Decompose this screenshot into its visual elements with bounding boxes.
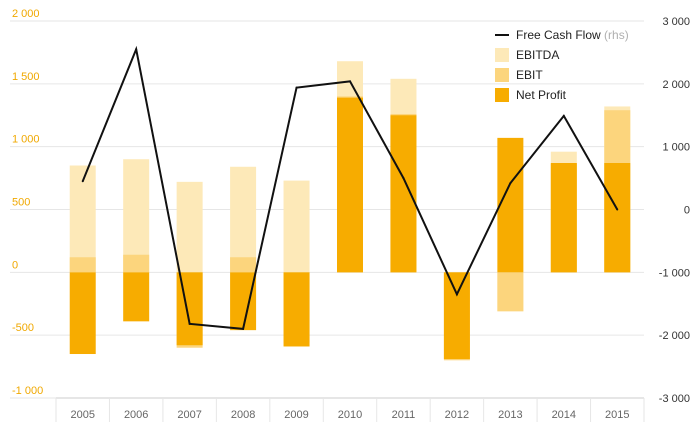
y-right-tick-label: 0 (684, 205, 690, 217)
bar-net-profit (176, 272, 203, 346)
y-left-tick-label: 1 000 (12, 134, 40, 146)
bar-net-profit (390, 115, 417, 273)
x-tick-label: 2011 (392, 409, 416, 421)
y-right-tick-label: 2 000 (662, 79, 690, 91)
legend-label: Free Cash Flow (rhs) (516, 28, 629, 42)
bar-ebitda (230, 166, 257, 273)
x-tick-label: 2007 (177, 409, 201, 421)
legend-swatch (495, 48, 509, 62)
bar-ebitda (69, 165, 96, 273)
x-tick-label: 2008 (231, 409, 255, 421)
bar-net-profit (604, 163, 631, 273)
bar-ebit (123, 254, 150, 273)
legend-swatch (495, 68, 509, 82)
x-tick-label: 2012 (445, 409, 469, 421)
y-left-tick-label: -1 000 (12, 385, 43, 397)
x-tick-label: 2015 (605, 409, 629, 421)
x-tick-label: 2010 (338, 409, 362, 421)
line-point (135, 48, 138, 51)
x-tick-label: 2006 (124, 409, 148, 421)
bar-ebit (69, 257, 96, 273)
line-point (616, 208, 619, 211)
bar-net-profit (337, 97, 363, 273)
bar-layer (69, 61, 631, 361)
x-tick-label: 2005 (70, 409, 94, 421)
line-point (562, 114, 565, 117)
line-point (81, 180, 84, 183)
line-point (295, 86, 298, 89)
grid-layer (10, 20, 644, 399)
y-left-tick-label: 1 500 (12, 71, 40, 83)
legend-label: EBIT (516, 68, 543, 82)
y-left-tick-label: -500 (12, 322, 34, 334)
legend: Free Cash Flow (rhs) EBITDA EBIT Net Profit (495, 28, 629, 102)
bar-net-profit (443, 272, 470, 360)
x-tick-label: 2013 (498, 409, 522, 421)
line-point (349, 80, 351, 83)
y-left-tick-label: 0 (12, 259, 18, 271)
x-tick-label: 2014 (552, 409, 576, 421)
y-right-tick-label: -2 000 (659, 330, 690, 342)
bar-net-profit (497, 137, 524, 273)
line-point (242, 327, 245, 330)
bar-net-profit (69, 272, 96, 355)
bar-net-profit (283, 272, 310, 347)
legend-suffix: (rhs) (601, 28, 629, 42)
axis-layer: 2 000 1 500 1 000 500 0 -500 -1 000 3 000 2 000 1… (12, 8, 690, 422)
y-left-tick-label: 500 (12, 197, 30, 209)
legend-label: Net Profit (516, 88, 567, 102)
y-right-tick-label: -3 000 (659, 393, 690, 405)
bar-ebitda (283, 180, 310, 273)
legend-label: EBITDA (516, 48, 559, 62)
line-point (455, 293, 458, 296)
bar-ebitda (123, 159, 150, 273)
bar-ebit (497, 272, 524, 312)
line-point (509, 182, 512, 185)
bar-net-profit (550, 163, 577, 273)
y-right-tick-label: 3 000 (662, 16, 690, 28)
line-point (188, 322, 191, 325)
y-right-tick-label: -1 000 (659, 267, 690, 279)
y-left-tick-label: 2 000 (12, 8, 40, 20)
bar-net-profit (123, 272, 150, 322)
y-right-tick-label: 1 000 (662, 142, 690, 154)
bar-net-profit (230, 272, 257, 331)
x-tick-label: 2009 (284, 409, 308, 421)
bar-ebit (230, 257, 257, 273)
legend-swatch (495, 88, 509, 102)
line-point (402, 177, 405, 180)
bar-ebitda (176, 181, 203, 273)
line-layer (81, 45, 619, 330)
